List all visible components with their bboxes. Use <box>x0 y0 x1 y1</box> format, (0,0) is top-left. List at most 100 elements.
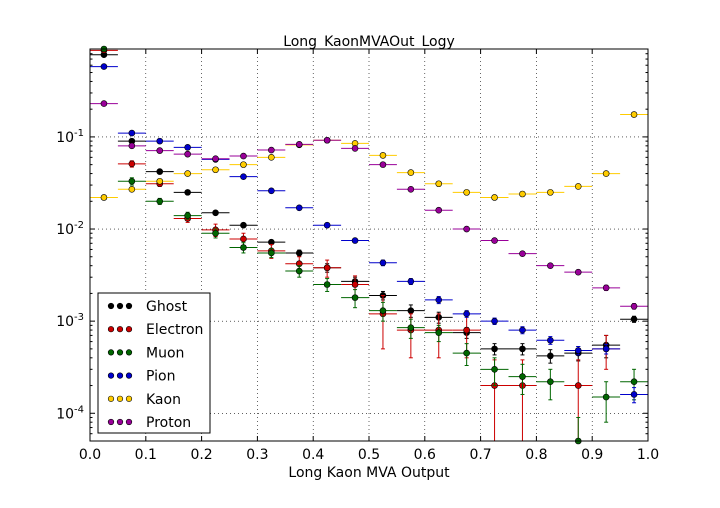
data-point <box>491 317 498 325</box>
data-point <box>463 310 470 318</box>
data-point <box>379 161 387 168</box>
data-point <box>156 177 164 185</box>
x-tick-label: 0.3 <box>246 447 268 463</box>
x-tick-label: 0.9 <box>581 447 603 463</box>
data-point <box>184 212 191 219</box>
data-point <box>379 307 387 314</box>
series-proton <box>90 100 648 310</box>
data-point <box>268 154 275 161</box>
data-point <box>240 235 247 243</box>
legend-marker <box>107 302 115 310</box>
data-point <box>128 185 136 193</box>
data-point <box>240 244 247 251</box>
data-point <box>407 169 415 176</box>
data-point <box>630 315 638 323</box>
legend: Ghost Electron Muon Pion Kaon Proton <box>97 292 211 434</box>
legend-label: Ghost <box>146 299 188 315</box>
data-point <box>156 168 164 175</box>
data-point <box>100 100 108 107</box>
legend-marker <box>107 418 115 426</box>
data-point <box>184 150 191 158</box>
legend-marker <box>116 349 124 356</box>
data-point <box>491 345 498 353</box>
data-point <box>295 204 303 212</box>
data-point <box>491 237 498 244</box>
data-point <box>100 63 108 70</box>
data-point <box>212 229 219 237</box>
legend-marker <box>125 326 133 333</box>
data-point <box>547 189 554 196</box>
data-point <box>407 324 415 331</box>
y-tick-label: 10-4 <box>56 404 84 422</box>
data-point <box>574 347 582 354</box>
data-point <box>128 129 136 137</box>
data-point <box>268 249 275 257</box>
legend-marker <box>107 349 115 356</box>
data-point <box>547 336 554 344</box>
data-point <box>156 137 164 145</box>
x-tick-label: 0.5 <box>358 447 380 463</box>
legend-label: Pion <box>146 369 175 385</box>
data-point <box>128 142 136 150</box>
data-point <box>100 194 108 201</box>
data-point <box>435 296 443 304</box>
data-point <box>212 166 219 174</box>
legend-marker <box>116 326 124 333</box>
legend-marker <box>125 372 133 379</box>
data-point <box>519 373 526 380</box>
data-point <box>379 152 387 159</box>
data-point <box>240 152 247 160</box>
data-point <box>379 259 387 267</box>
x-axis-label: Long Kaon MVA Output <box>288 465 450 481</box>
y-tick-label: 10-1 <box>56 128 84 146</box>
data-point <box>323 136 331 144</box>
data-point <box>351 294 359 301</box>
data-point <box>491 194 498 201</box>
chart-title: Long_KaonMVAOut_Logy <box>283 34 455 50</box>
axis-ticks: 0.0 0.1 0.2 0.3 0.4 0.5 0.6 0.7 0.8 0.9 1.0 10-4 10-… <box>56 48 659 463</box>
data-point <box>519 250 526 257</box>
data-point <box>156 197 164 205</box>
data-point <box>184 144 191 151</box>
data-point <box>574 382 582 389</box>
data-point <box>463 189 470 196</box>
legend-item-ghost: Ghost <box>107 299 188 315</box>
data-point <box>295 267 303 275</box>
x-tick-label: 0.6 <box>414 447 436 463</box>
legend-item-kaon: Kaon <box>107 392 181 408</box>
data-point <box>435 180 443 188</box>
data-point <box>574 268 582 276</box>
data-point <box>435 206 443 214</box>
data-point <box>574 183 582 190</box>
legend-item-muon: Muon <box>107 345 184 361</box>
data-point <box>323 264 331 272</box>
x-tick-label: 0.2 <box>190 447 212 463</box>
legend-marker <box>107 395 115 402</box>
data-point <box>323 281 331 288</box>
legend-label: Electron <box>146 322 203 338</box>
data-point <box>602 345 610 353</box>
x-tick-label: 0.7 <box>469 447 491 463</box>
data-point <box>407 278 415 285</box>
data-point <box>156 147 164 154</box>
data-point <box>212 155 219 162</box>
data-point <box>435 329 443 336</box>
legend-marker <box>125 395 133 402</box>
data-point <box>212 209 219 217</box>
y-tick-label: 10-3 <box>56 312 84 330</box>
data-point <box>268 187 275 195</box>
legend-marker <box>125 349 133 356</box>
series-pion <box>90 63 648 404</box>
x-tick-label: 1.0 <box>637 447 659 463</box>
legend-marker <box>125 302 133 310</box>
legend-label: Proton <box>146 415 191 431</box>
data-point <box>351 281 359 288</box>
data-point <box>547 378 554 386</box>
data-point <box>519 345 526 353</box>
data-point <box>463 349 470 357</box>
legend-marker <box>107 326 115 333</box>
x-tick-label: 0.1 <box>135 447 157 463</box>
x-tick-label: 0.0 <box>79 447 101 463</box>
data-point <box>602 170 610 177</box>
